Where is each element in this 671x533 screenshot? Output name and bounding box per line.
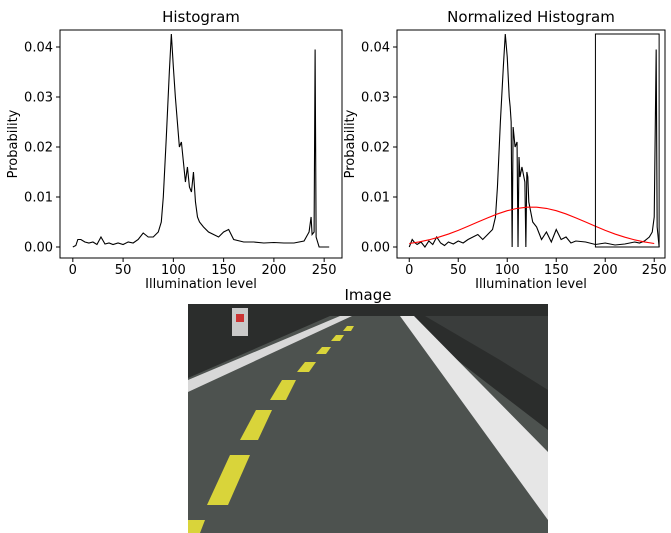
data-line xyxy=(72,33,330,248)
x-tick-label: 200 xyxy=(261,263,286,278)
x-tick-label: 250 xyxy=(312,263,337,278)
plot-frame xyxy=(396,29,666,259)
x-tick-label: 100 xyxy=(161,263,186,278)
x-tick-label: 250 xyxy=(642,263,667,278)
chart-title: Histogram xyxy=(162,8,240,26)
road-image xyxy=(188,304,548,533)
highlight-rectangle xyxy=(594,33,660,248)
y-tick-label: 0.00 xyxy=(24,241,53,256)
x-tick-label: 150 xyxy=(544,263,569,278)
image-title: Image xyxy=(345,286,392,304)
chart-title: Normalized Histogram xyxy=(447,8,615,26)
x-tick-label: 150 xyxy=(211,263,236,278)
y-tick-label: 0.02 xyxy=(361,141,390,156)
y-tick-label: 0.03 xyxy=(361,91,390,106)
y-tick-label: 0.04 xyxy=(24,41,53,56)
y-axis-label: Probability xyxy=(6,109,21,178)
y-tick-label: 0.04 xyxy=(361,41,390,56)
y-tick-label: 0.01 xyxy=(24,191,53,206)
y-tick-label: 0.00 xyxy=(361,241,390,256)
x-tick-label: 50 xyxy=(450,263,467,278)
x-tick-label: 0 xyxy=(405,263,413,278)
x-axis-label: Illumination level xyxy=(145,277,257,292)
y-tick-label: 0.03 xyxy=(24,91,53,106)
y-axis-label: Probability xyxy=(343,109,358,178)
y-tick-label: 0.01 xyxy=(361,191,390,206)
plot-frame xyxy=(59,29,343,259)
x-tick-label: 0 xyxy=(69,263,77,278)
data-line xyxy=(408,33,660,248)
x-tick-label: 200 xyxy=(593,263,618,278)
data-line xyxy=(409,206,655,245)
x-tick-label: 100 xyxy=(495,263,520,278)
x-axis-label: Illumination level xyxy=(475,277,587,292)
y-tick-label: 0.02 xyxy=(24,141,53,156)
x-tick-label: 50 xyxy=(115,263,132,278)
